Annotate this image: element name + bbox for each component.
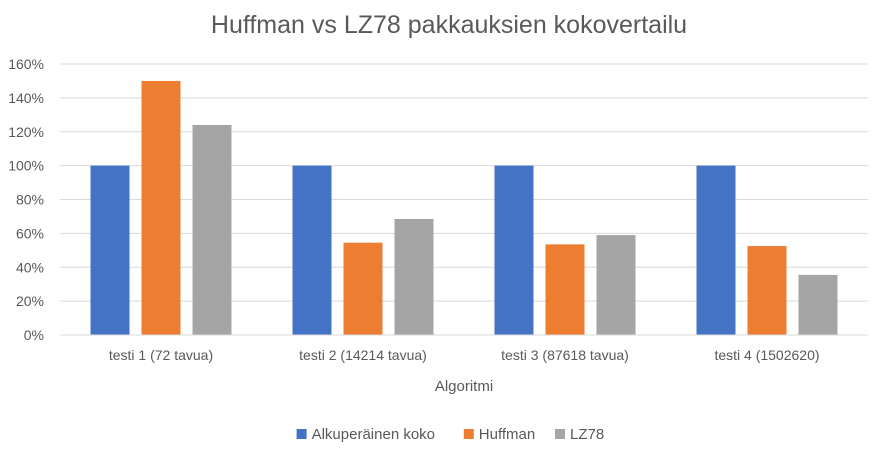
bar-lz78-2 xyxy=(394,218,434,335)
bars xyxy=(90,80,838,335)
y-tick-label: 100% xyxy=(8,158,44,174)
legend-label: Alkuperäinen koko xyxy=(312,426,435,443)
bar-alkuper-inen-koko-2 xyxy=(292,165,332,335)
bar-lz78-1 xyxy=(192,124,232,335)
legend-swatch xyxy=(296,429,307,439)
y-tick-label: 20% xyxy=(16,293,44,309)
bar-alkuper-inen-koko-3 xyxy=(494,165,534,335)
bar-huffman-2 xyxy=(343,242,383,335)
y-tick-label: 140% xyxy=(8,90,44,106)
y-axis-ticks: 0% 20% 40% 60% 80% 100% 120% 140% 160% xyxy=(8,56,44,343)
bar-lz78-3 xyxy=(596,235,636,335)
bar-alkuper-inen-koko-4 xyxy=(696,165,736,335)
legend-swatch xyxy=(463,429,474,439)
bar-huffman-1 xyxy=(141,80,181,335)
y-tick-label: 40% xyxy=(16,259,44,275)
x-category-label: testi 3 (87618 tavua) xyxy=(501,347,629,363)
legend-label: LZ78 xyxy=(570,426,604,443)
x-category-label: testi 4 (1502620) xyxy=(714,347,819,363)
legend-label: Huffman xyxy=(479,426,535,443)
y-tick-label: 120% xyxy=(8,124,44,140)
y-tick-label: 0% xyxy=(24,327,44,343)
bar-huffman-3 xyxy=(545,244,585,335)
x-category-label: testi 1 (72 tavua) xyxy=(109,347,213,363)
y-tick-label: 160% xyxy=(8,56,44,72)
y-tick-label: 80% xyxy=(16,192,44,208)
x-axis-categories: testi 1 (72 tavua) testi 2 (14214 tavua) t… xyxy=(109,347,820,363)
y-tick-label: 60% xyxy=(16,225,44,241)
bar-alkuper-inen-koko-1 xyxy=(90,165,130,335)
bar-huffman-4 xyxy=(747,246,787,335)
gridlines xyxy=(60,63,868,302)
legend-swatch xyxy=(555,429,565,439)
x-category-label: testi 2 (14214 tavua) xyxy=(299,347,427,363)
bar-lz78-4 xyxy=(798,274,838,335)
x-axis-title: Algoritmi xyxy=(435,378,493,395)
chart-title: Huffman vs LZ78 pakkauksien kokovertailu xyxy=(211,11,687,39)
legend: Alkuperäinen koko Huffman LZ78 xyxy=(296,426,604,443)
